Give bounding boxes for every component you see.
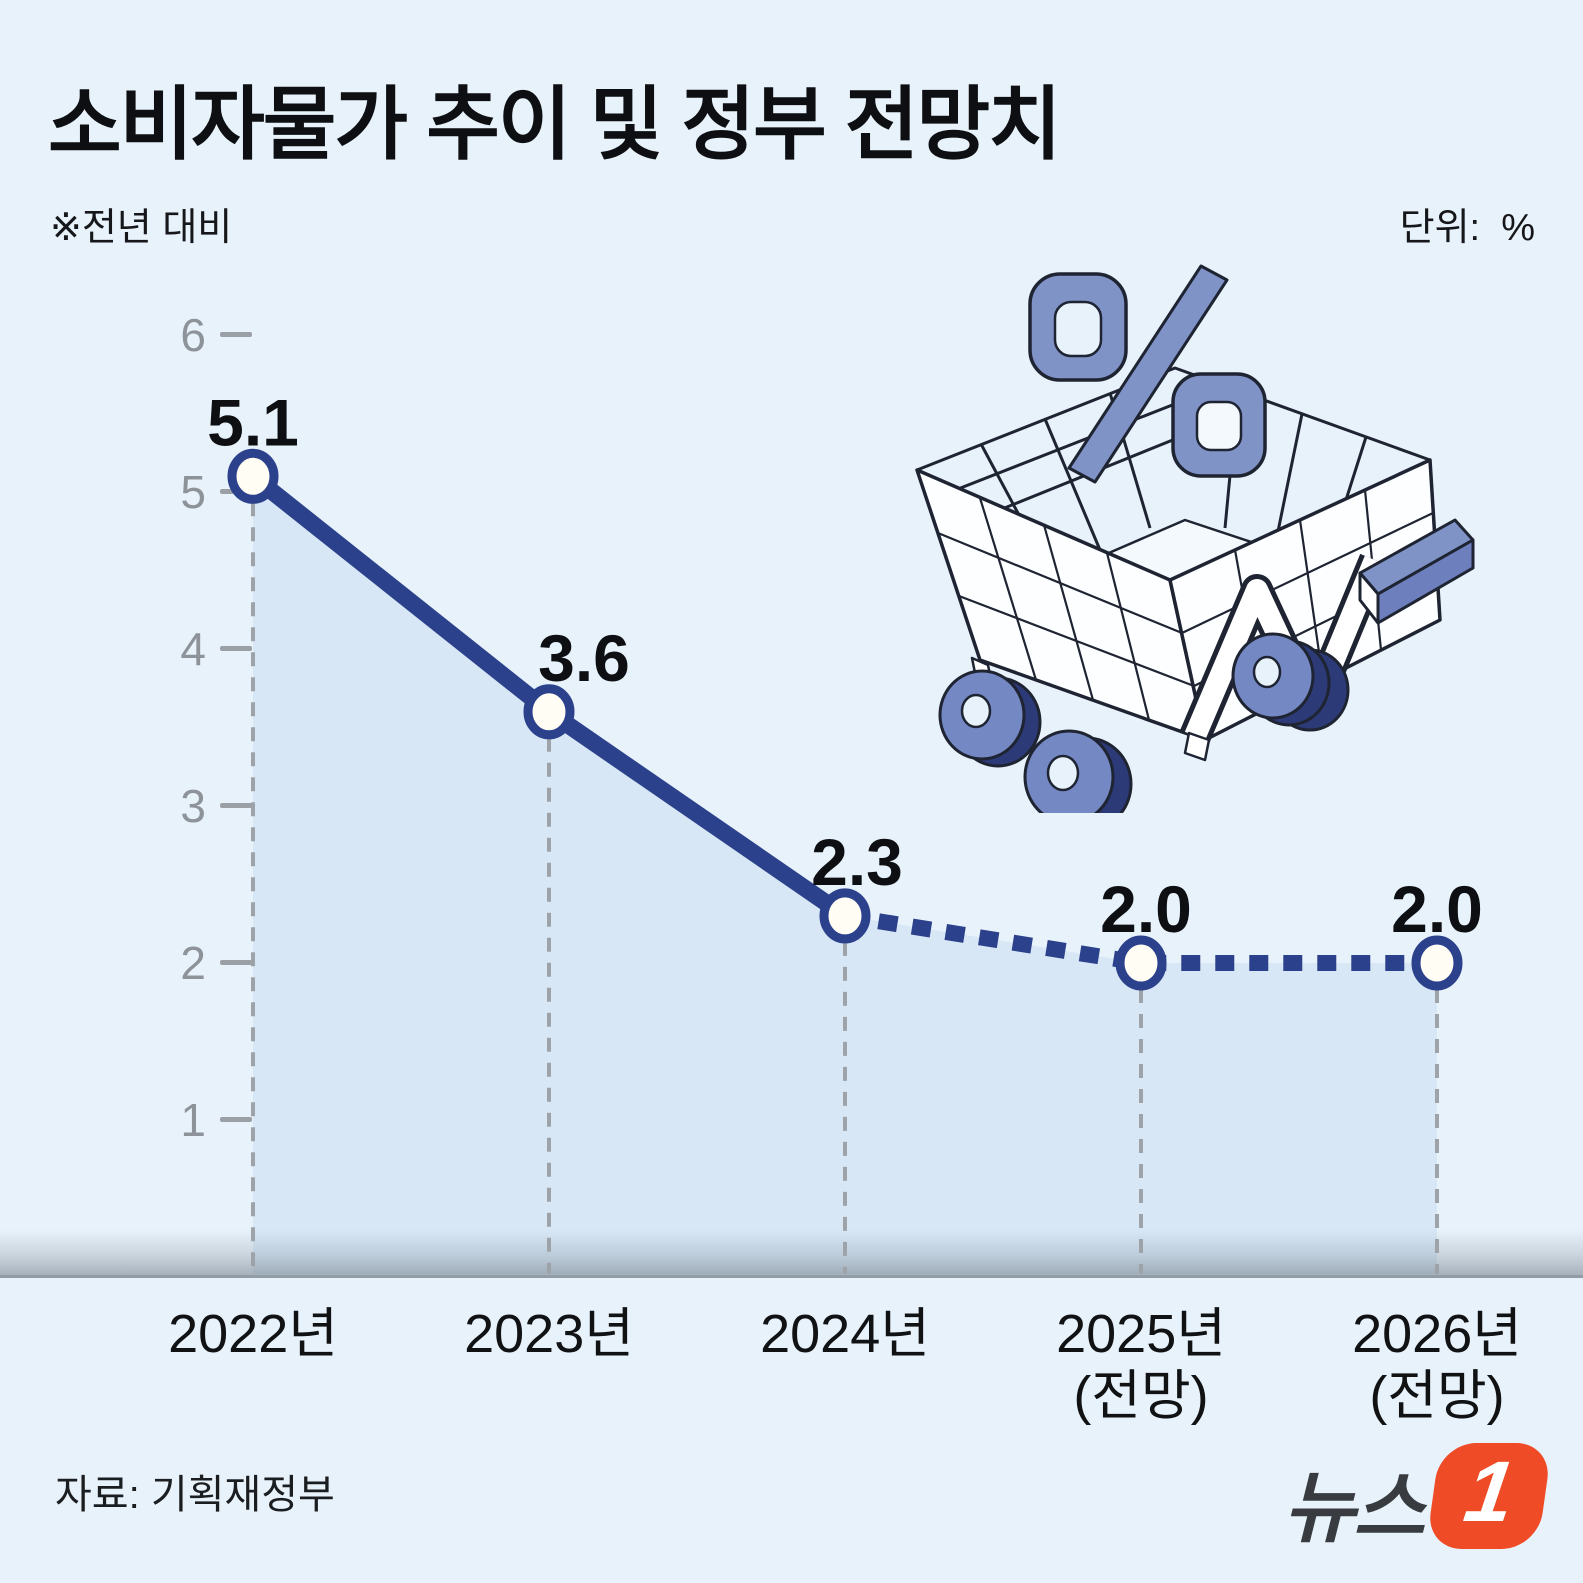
data-point-0 bbox=[227, 448, 279, 504]
axis-band-edge bbox=[0, 1275, 1583, 1278]
data-point-2 bbox=[819, 888, 871, 944]
value-label-3: 2.0 bbox=[1100, 872, 1192, 946]
x-axis-label-1: 2023년 bbox=[464, 1304, 634, 1364]
y-axis-tick-mark-1 bbox=[220, 1117, 252, 1122]
y-axis-tick-mark-2 bbox=[220, 960, 252, 965]
x-axis-label-0: 2022년 bbox=[168, 1304, 338, 1364]
y-axis-tick-label-5: 5 bbox=[180, 466, 206, 518]
value-label-0: 5.1 bbox=[207, 385, 299, 459]
y-axis-tick-label-3: 3 bbox=[180, 780, 206, 832]
y-axis-tick-mark-4 bbox=[220, 646, 252, 651]
value-label-4: 2.0 bbox=[1391, 872, 1483, 946]
x-axis-label-4: 2026년 (전망) bbox=[1352, 1304, 1522, 1426]
y-axis-tick-label-4: 4 bbox=[180, 623, 206, 675]
value-label-2: 2.3 bbox=[811, 825, 903, 899]
y-axis-tick-label-1: 1 bbox=[180, 1094, 206, 1146]
y-axis-tick-label-2: 2 bbox=[180, 937, 206, 989]
y-axis-tick-mark-6 bbox=[220, 332, 252, 337]
news1-logo-text: 뉴스 bbox=[1283, 1464, 1425, 1552]
cart-wheels bbox=[938, 632, 1350, 813]
x-axis-label-2: 2024년 bbox=[760, 1304, 930, 1364]
value-label-1: 3.6 bbox=[538, 621, 630, 695]
data-point-4 bbox=[1411, 935, 1463, 991]
news1-logo-numeral: 1 bbox=[1458, 1443, 1521, 1540]
news1-logo: 뉴스 1 bbox=[1283, 1440, 1553, 1552]
x-axis-label-3: 2025년 (전망) bbox=[1056, 1304, 1226, 1426]
note-label: ※전년 대비 bbox=[50, 207, 233, 249]
news1-logo-tile: 1 bbox=[1425, 1443, 1553, 1549]
source-label: 자료: 기획재정부 bbox=[55, 1473, 335, 1517]
data-point-3 bbox=[1115, 935, 1167, 991]
y-axis-tick-mark-3 bbox=[220, 803, 252, 808]
percent-icon bbox=[1028, 264, 1267, 484]
unit-label: 단위: % bbox=[1399, 207, 1535, 249]
cart-percent-illustration bbox=[915, 264, 1475, 813]
page-title: 소비자물가 추이 및 정부 전망치 bbox=[48, 80, 1062, 169]
data-point-1 bbox=[523, 684, 575, 740]
y-axis-tick-label-6: 6 bbox=[180, 309, 206, 361]
axis-band bbox=[0, 1230, 1583, 1277]
